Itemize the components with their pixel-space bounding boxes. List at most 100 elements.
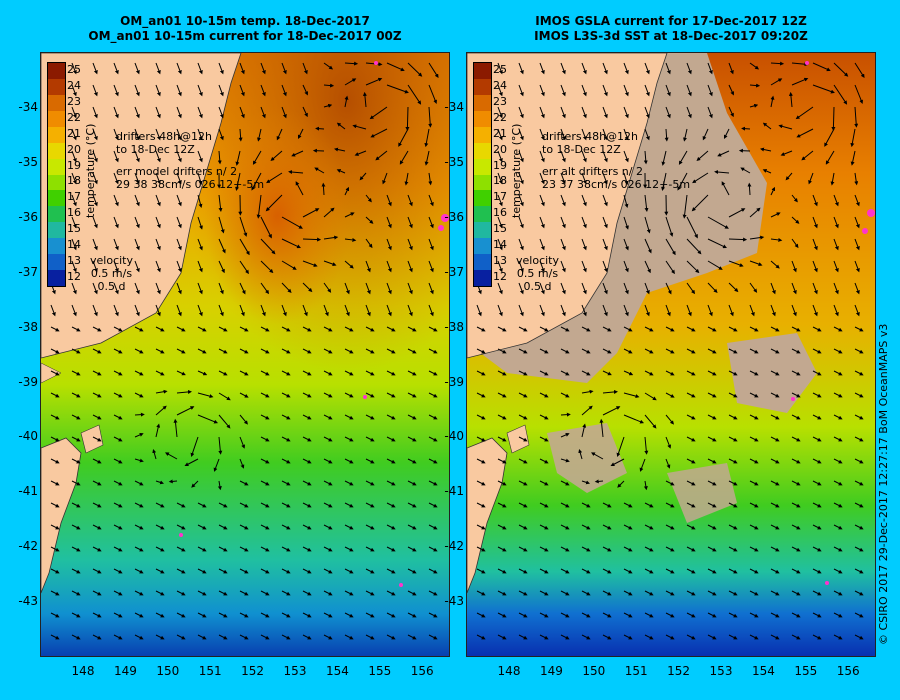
velocity-arrow — [344, 414, 354, 420]
velocity-arrow — [386, 480, 396, 486]
velocity-arrow — [812, 612, 822, 618]
colorbar-swatch — [474, 110, 491, 128]
velocity-arrow — [365, 480, 375, 486]
velocity-arrow — [92, 370, 102, 376]
velocity-arrow — [644, 634, 654, 640]
velocity-arrow — [728, 392, 738, 398]
velocity-arrow — [197, 216, 203, 230]
velocity-arrow — [386, 634, 396, 640]
velocity-arrow — [197, 260, 203, 273]
velocity-arrow — [281, 282, 292, 294]
velocity-arrow — [791, 370, 801, 376]
velocity-arrow — [581, 590, 591, 596]
velocity-arrow — [791, 524, 801, 530]
velocity-arrow — [239, 370, 249, 376]
velocity-arrow — [155, 502, 165, 508]
velocity-arrow — [623, 612, 633, 618]
velocity-arrow — [50, 392, 60, 398]
velocity-arrow — [218, 238, 226, 254]
velocity-arrow — [560, 634, 570, 640]
velocity-arrow — [407, 392, 417, 398]
velocity-arrow — [344, 61, 359, 66]
velocity-arrow — [833, 62, 849, 77]
colorbar-swatch — [48, 238, 65, 255]
velocity-arrow — [344, 458, 354, 464]
velocity-arrow — [155, 260, 161, 273]
velocity-arrow — [365, 634, 375, 640]
velocity-arrow — [707, 634, 717, 640]
velocity-arrow — [113, 194, 119, 207]
velocity-arrow — [686, 524, 696, 530]
velocity-arrow — [50, 524, 60, 530]
velocity-arrow — [812, 524, 822, 530]
velocity-arrow — [560, 524, 570, 530]
velocity-arrow — [602, 150, 608, 163]
velocity-arrow — [270, 150, 283, 162]
left-title: OM_an01 10-15m temp. 18-Dec-2017 OM_an01… — [40, 14, 450, 44]
velocity-arrow — [854, 590, 864, 596]
velocity-arrow — [854, 194, 860, 207]
velocity-arrow — [833, 458, 843, 464]
velocity-arrow — [92, 590, 102, 596]
velocity-arrow — [791, 634, 801, 640]
velocity-arrow — [428, 194, 434, 207]
velocity-arrow — [365, 612, 375, 618]
velocity-arrow — [518, 326, 528, 332]
velocity-arrow — [812, 84, 835, 94]
velocity-arrow — [197, 414, 219, 424]
velocity-arrow — [644, 612, 654, 618]
velocity-arrow — [770, 436, 780, 442]
velocity-arrow — [602, 194, 608, 207]
velocity-arrow — [497, 590, 507, 596]
colorbar-label: 15 — [493, 222, 507, 236]
velocity-arrow — [623, 194, 629, 208]
velocity-arrow — [359, 172, 367, 181]
velocity-arrow — [134, 433, 144, 438]
velocity-arrow — [176, 502, 186, 508]
velocity-arrow — [518, 524, 528, 530]
velocity-arrow — [257, 128, 262, 142]
velocity-arrow — [476, 304, 482, 317]
latitude-label: -43 — [444, 594, 464, 609]
velocity-arrow — [812, 568, 822, 574]
velocity-arrow — [323, 502, 333, 508]
longitude-label: 148 — [497, 664, 521, 678]
latitude-label: -40 — [444, 429, 464, 444]
velocity-arrow — [260, 260, 274, 274]
velocity-arrow — [686, 84, 692, 97]
velocity-arrow — [323, 348, 333, 354]
velocity-arrow — [302, 634, 312, 640]
velocity-arrow — [682, 194, 688, 219]
velocity-arrow — [155, 194, 161, 207]
velocity-arrow — [281, 370, 291, 376]
velocity-arrow — [476, 392, 486, 398]
velocity-arrow — [623, 546, 633, 552]
velocity-arrow — [197, 150, 203, 163]
velocity-arrow — [665, 524, 675, 530]
latitude-label: -35 — [444, 154, 464, 169]
velocity-arrow — [260, 216, 272, 239]
velocity-arrow — [539, 62, 545, 75]
velocity-arrow — [780, 150, 793, 156]
velocity-arrow — [113, 326, 123, 332]
velocity-arrow — [749, 546, 759, 552]
velocity-arrow — [113, 128, 119, 141]
left-map-svg — [41, 53, 449, 656]
velocity-arrow — [407, 436, 417, 442]
velocity-arrow — [707, 106, 713, 119]
velocity-arrow — [770, 502, 780, 508]
velocity-arrow — [113, 414, 123, 420]
velocity-arrow — [155, 568, 165, 574]
velocity-arrow — [323, 326, 333, 332]
velocity-arrow — [239, 282, 246, 295]
velocity-arrow — [812, 326, 822, 332]
velocity-arrow — [707, 612, 717, 618]
velocity-arrow — [176, 172, 182, 185]
velocity-arrow — [616, 436, 625, 457]
velocity-arrow — [428, 304, 434, 317]
velocity-arrow — [728, 304, 734, 317]
velocity-arrow — [176, 348, 186, 354]
velocity-arrow — [644, 326, 654, 332]
velocity-arrow — [854, 392, 864, 398]
velocity-arrow — [50, 370, 60, 376]
